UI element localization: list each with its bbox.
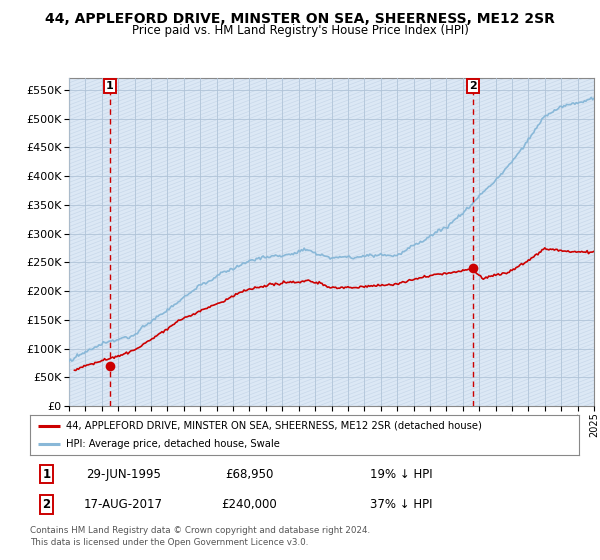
Text: 1: 1 xyxy=(43,468,50,481)
Text: 19% ↓ HPI: 19% ↓ HPI xyxy=(370,468,433,481)
Text: 2: 2 xyxy=(43,498,50,511)
Text: 1: 1 xyxy=(106,81,114,91)
Text: HPI: Average price, detached house, Swale: HPI: Average price, detached house, Swal… xyxy=(65,440,280,449)
Text: 37% ↓ HPI: 37% ↓ HPI xyxy=(370,498,433,511)
Text: £240,000: £240,000 xyxy=(222,498,277,511)
Text: 44, APPLEFORD DRIVE, MINSTER ON SEA, SHEERNESS, ME12 2SR (detached house): 44, APPLEFORD DRIVE, MINSTER ON SEA, SHE… xyxy=(65,421,482,431)
Text: £68,950: £68,950 xyxy=(226,468,274,481)
Text: Contains HM Land Registry data © Crown copyright and database right 2024.
This d: Contains HM Land Registry data © Crown c… xyxy=(30,526,370,547)
Text: 2: 2 xyxy=(469,81,477,91)
Text: 17-AUG-2017: 17-AUG-2017 xyxy=(84,498,163,511)
Text: Price paid vs. HM Land Registry's House Price Index (HPI): Price paid vs. HM Land Registry's House … xyxy=(131,24,469,36)
Text: 29-JUN-1995: 29-JUN-1995 xyxy=(86,468,161,481)
Text: 44, APPLEFORD DRIVE, MINSTER ON SEA, SHEERNESS, ME12 2SR: 44, APPLEFORD DRIVE, MINSTER ON SEA, SHE… xyxy=(45,12,555,26)
